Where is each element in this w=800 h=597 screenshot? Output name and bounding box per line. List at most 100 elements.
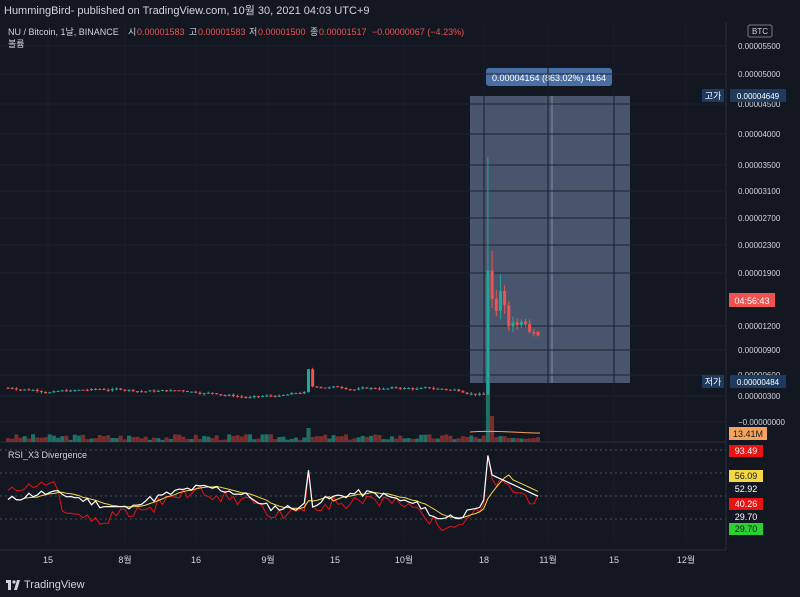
candle-body <box>286 394 290 396</box>
candle-body <box>148 390 152 392</box>
price-tick-label: 0.00001200 <box>738 322 781 331</box>
candle-body <box>14 388 18 390</box>
volume-bar <box>43 437 48 442</box>
candle-body <box>119 388 123 390</box>
time-axis[interactable]: 15 8월 16 9월 15 10월 18 11월 15 12월 <box>43 554 695 565</box>
volume-bar <box>402 438 407 442</box>
candle-body <box>419 387 423 389</box>
volume-bar <box>327 438 332 442</box>
candle-body <box>269 395 273 397</box>
volume-bar <box>323 434 328 442</box>
price-tick-label: 0.00004500 <box>738 100 781 109</box>
candle-body <box>273 395 277 397</box>
candle-body <box>94 388 98 390</box>
volume-bar <box>260 434 265 442</box>
time-tick-label: 15 <box>43 555 53 565</box>
candle-body <box>73 390 77 392</box>
volume-bar <box>60 436 65 442</box>
volume-bar <box>6 438 10 442</box>
candle-body <box>427 387 431 389</box>
volume-bar <box>344 434 349 442</box>
candle-body <box>465 392 469 394</box>
rsi-value-tag <box>729 523 763 535</box>
candle-body <box>140 391 144 393</box>
measure-label-box <box>486 68 612 86</box>
candle-body <box>473 393 477 395</box>
volume-bar <box>481 435 486 442</box>
candle-body <box>415 388 419 390</box>
candle-body <box>507 305 511 327</box>
volume-bar <box>381 439 386 442</box>
price-axis[interactable]: BTC 0.000055000.000050000.000045000.0000… <box>702 24 786 440</box>
volume-bar <box>168 438 173 442</box>
volume-bar <box>377 435 382 442</box>
volume-bar <box>31 434 36 442</box>
candle-body <box>361 387 365 389</box>
volume-bar <box>356 437 361 442</box>
volume-bar <box>469 435 474 442</box>
candle-body <box>6 387 10 389</box>
candle-body <box>515 322 519 326</box>
price-tick-label: −0.00000000 <box>738 418 785 427</box>
volume-bar <box>406 438 411 442</box>
volume-bar <box>164 437 169 442</box>
volume-bar <box>252 439 257 442</box>
volume-bar <box>97 434 102 442</box>
volume-bar <box>218 439 223 442</box>
volume-bar <box>352 438 357 442</box>
candle-body <box>19 389 23 391</box>
volume-bar <box>223 439 228 442</box>
time-tick-label: 10월 <box>395 554 413 565</box>
candle-body <box>432 388 436 390</box>
candle-body <box>323 387 327 389</box>
rsi-value-tag <box>729 470 763 482</box>
candle-body <box>156 390 160 392</box>
candle-body <box>457 389 461 392</box>
candle-layer <box>6 157 540 399</box>
volume-bar <box>519 438 524 442</box>
candle-body <box>198 392 202 394</box>
volume-bar <box>444 434 449 442</box>
candle-body <box>319 387 323 389</box>
volume-bar <box>239 436 244 442</box>
volume-bar <box>435 438 440 442</box>
legend-high-label: 고 <box>189 27 197 37</box>
candle-body <box>311 369 315 387</box>
candle-body <box>281 394 285 396</box>
volume-bar <box>314 436 319 442</box>
candle-body <box>453 389 457 391</box>
candle-body <box>265 395 269 397</box>
rsi-value-label: 52.92 <box>735 484 758 494</box>
candle-body <box>89 388 93 391</box>
candle-body <box>110 389 114 391</box>
candle-body <box>298 393 302 395</box>
rsi-value-tag <box>729 498 763 510</box>
rsi-pane[interactable] <box>0 431 726 543</box>
volume-ma-line <box>469 430 541 434</box>
candle-body <box>10 387 14 389</box>
candle-body <box>27 389 31 391</box>
candle-body <box>340 387 344 389</box>
candle-body <box>202 393 206 395</box>
candle-body <box>210 392 214 394</box>
candle-body <box>302 392 306 394</box>
candle-body <box>532 331 536 334</box>
rsi-value-tag <box>729 511 763 523</box>
volume-layer <box>6 364 541 442</box>
measure-box[interactable] <box>470 96 630 383</box>
candle-body <box>173 390 177 392</box>
rsi-red-line <box>7 455 539 532</box>
volume-bar <box>68 439 73 442</box>
candle-body <box>81 389 85 391</box>
volume-bar <box>210 438 215 442</box>
candle-body <box>528 323 532 332</box>
legend-close-label: 종 <box>310 27 318 37</box>
chart-canvas[interactable]: 0.00004164 (863.02%) 4164 NU / Bitcoin, … <box>0 22 800 572</box>
legend-close-value: 0.00001517 <box>319 27 367 37</box>
candle-body <box>398 387 402 389</box>
candle-body <box>52 391 56 393</box>
volume-bar <box>235 435 240 442</box>
price-tick-label: 0.00005500 <box>738 42 781 51</box>
candle-body <box>223 395 227 397</box>
volume-bar <box>231 435 236 442</box>
